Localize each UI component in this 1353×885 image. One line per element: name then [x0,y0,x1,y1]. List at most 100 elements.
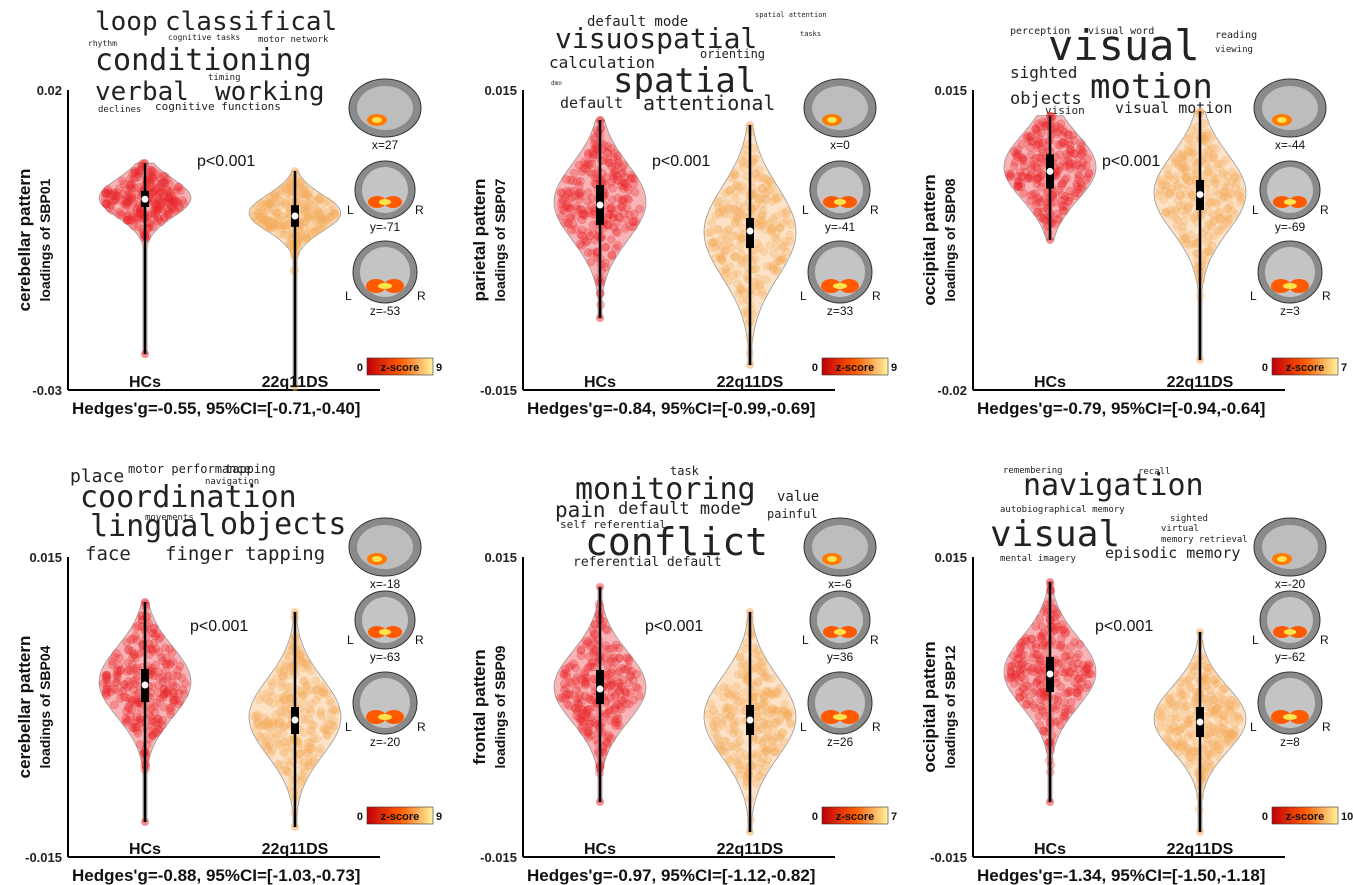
data-point [782,247,792,257]
data-point [774,706,784,716]
data-point [1058,126,1068,135]
data-point [760,702,769,712]
data-point [1052,701,1062,710]
data-point [601,242,610,252]
data-point [758,754,768,763]
data-point [1019,692,1028,701]
data-point [572,177,582,186]
data-point [279,670,288,680]
data-point [765,689,774,698]
data-point [1057,658,1066,668]
data-point [589,629,599,639]
data-point [1075,640,1085,649]
data-point [265,741,274,751]
word-cloud-term: motor performance [128,462,251,476]
data-point [589,645,598,654]
data-point [767,181,777,190]
data-point [566,661,576,671]
data-point [766,225,776,234]
data-point [272,730,282,739]
data-point [260,215,270,224]
data-point [556,188,566,197]
data-point [282,699,292,708]
data-point [751,154,760,163]
data-point [1177,235,1187,244]
data-point [1035,197,1045,206]
data-point [1224,182,1233,192]
data-point [574,195,584,204]
data-point [163,206,173,216]
right-marker: R [870,633,879,647]
data-point [564,220,573,229]
data-point [1078,181,1087,191]
data-point [1037,668,1047,677]
data-point [1207,222,1216,232]
data-point [1038,214,1048,224]
data-point [270,212,279,221]
activation-core [372,556,382,562]
data-point [568,176,578,186]
brain-slice-sagittal: x=-44 [1253,78,1327,152]
data-point [1063,688,1073,698]
median-marker [746,227,754,235]
data-point [751,245,760,255]
data-point [712,717,721,726]
data-point [626,171,636,180]
data-point [1182,235,1191,244]
data-point [325,212,334,222]
data-point [786,220,796,229]
data-point [110,653,120,662]
median-marker [1196,718,1204,726]
data-point [278,738,288,747]
data-point [1024,173,1033,182]
data-point [1060,206,1069,216]
colorbar-max: 9 [436,362,442,374]
activation-blob [384,710,404,724]
data-point [568,220,578,229]
data-point [162,175,172,184]
data-point [174,699,183,709]
data-point [1036,631,1045,641]
data-point [1026,666,1036,675]
hedges-g-text: Hedges'g=-0.79, 95%CI=[-0.94,-0.64] [977,399,1265,418]
data-point [588,695,597,705]
data-point [174,204,184,213]
data-point [762,181,772,191]
brain-slice-coronal: L Ry=-41 [802,160,879,234]
data-point [1201,225,1211,235]
data-point [311,216,321,226]
data-point [751,650,760,659]
data-point [1032,677,1042,687]
data-point [576,646,586,656]
data-point [761,275,770,284]
data-point [1075,172,1084,181]
slice-coordinate: x=-6 [828,577,852,591]
data-point [118,687,128,696]
violin-22q11ds [248,167,342,391]
data-point [266,724,275,734]
word-cloud-term: objects [1010,89,1082,109]
data-point [127,646,137,656]
data-point [263,745,273,755]
data-point [303,757,313,767]
data-point [268,218,278,227]
data-point [611,700,621,710]
data-point [1064,151,1073,160]
data-point [1019,650,1028,659]
data-point [1210,178,1220,188]
data-point [782,207,792,216]
data-point [1017,638,1026,648]
data-point [762,195,772,204]
slice-coordinate: z=26 [827,735,854,749]
data-point [304,745,314,755]
data-point [148,731,158,741]
data-point [1174,733,1183,742]
data-point [635,691,644,701]
data-point [758,724,767,734]
data-point [155,186,165,196]
data-point [1029,649,1039,659]
data-point [267,691,276,700]
data-point [113,188,122,197]
data-point [289,243,298,253]
data-point [1203,178,1213,188]
